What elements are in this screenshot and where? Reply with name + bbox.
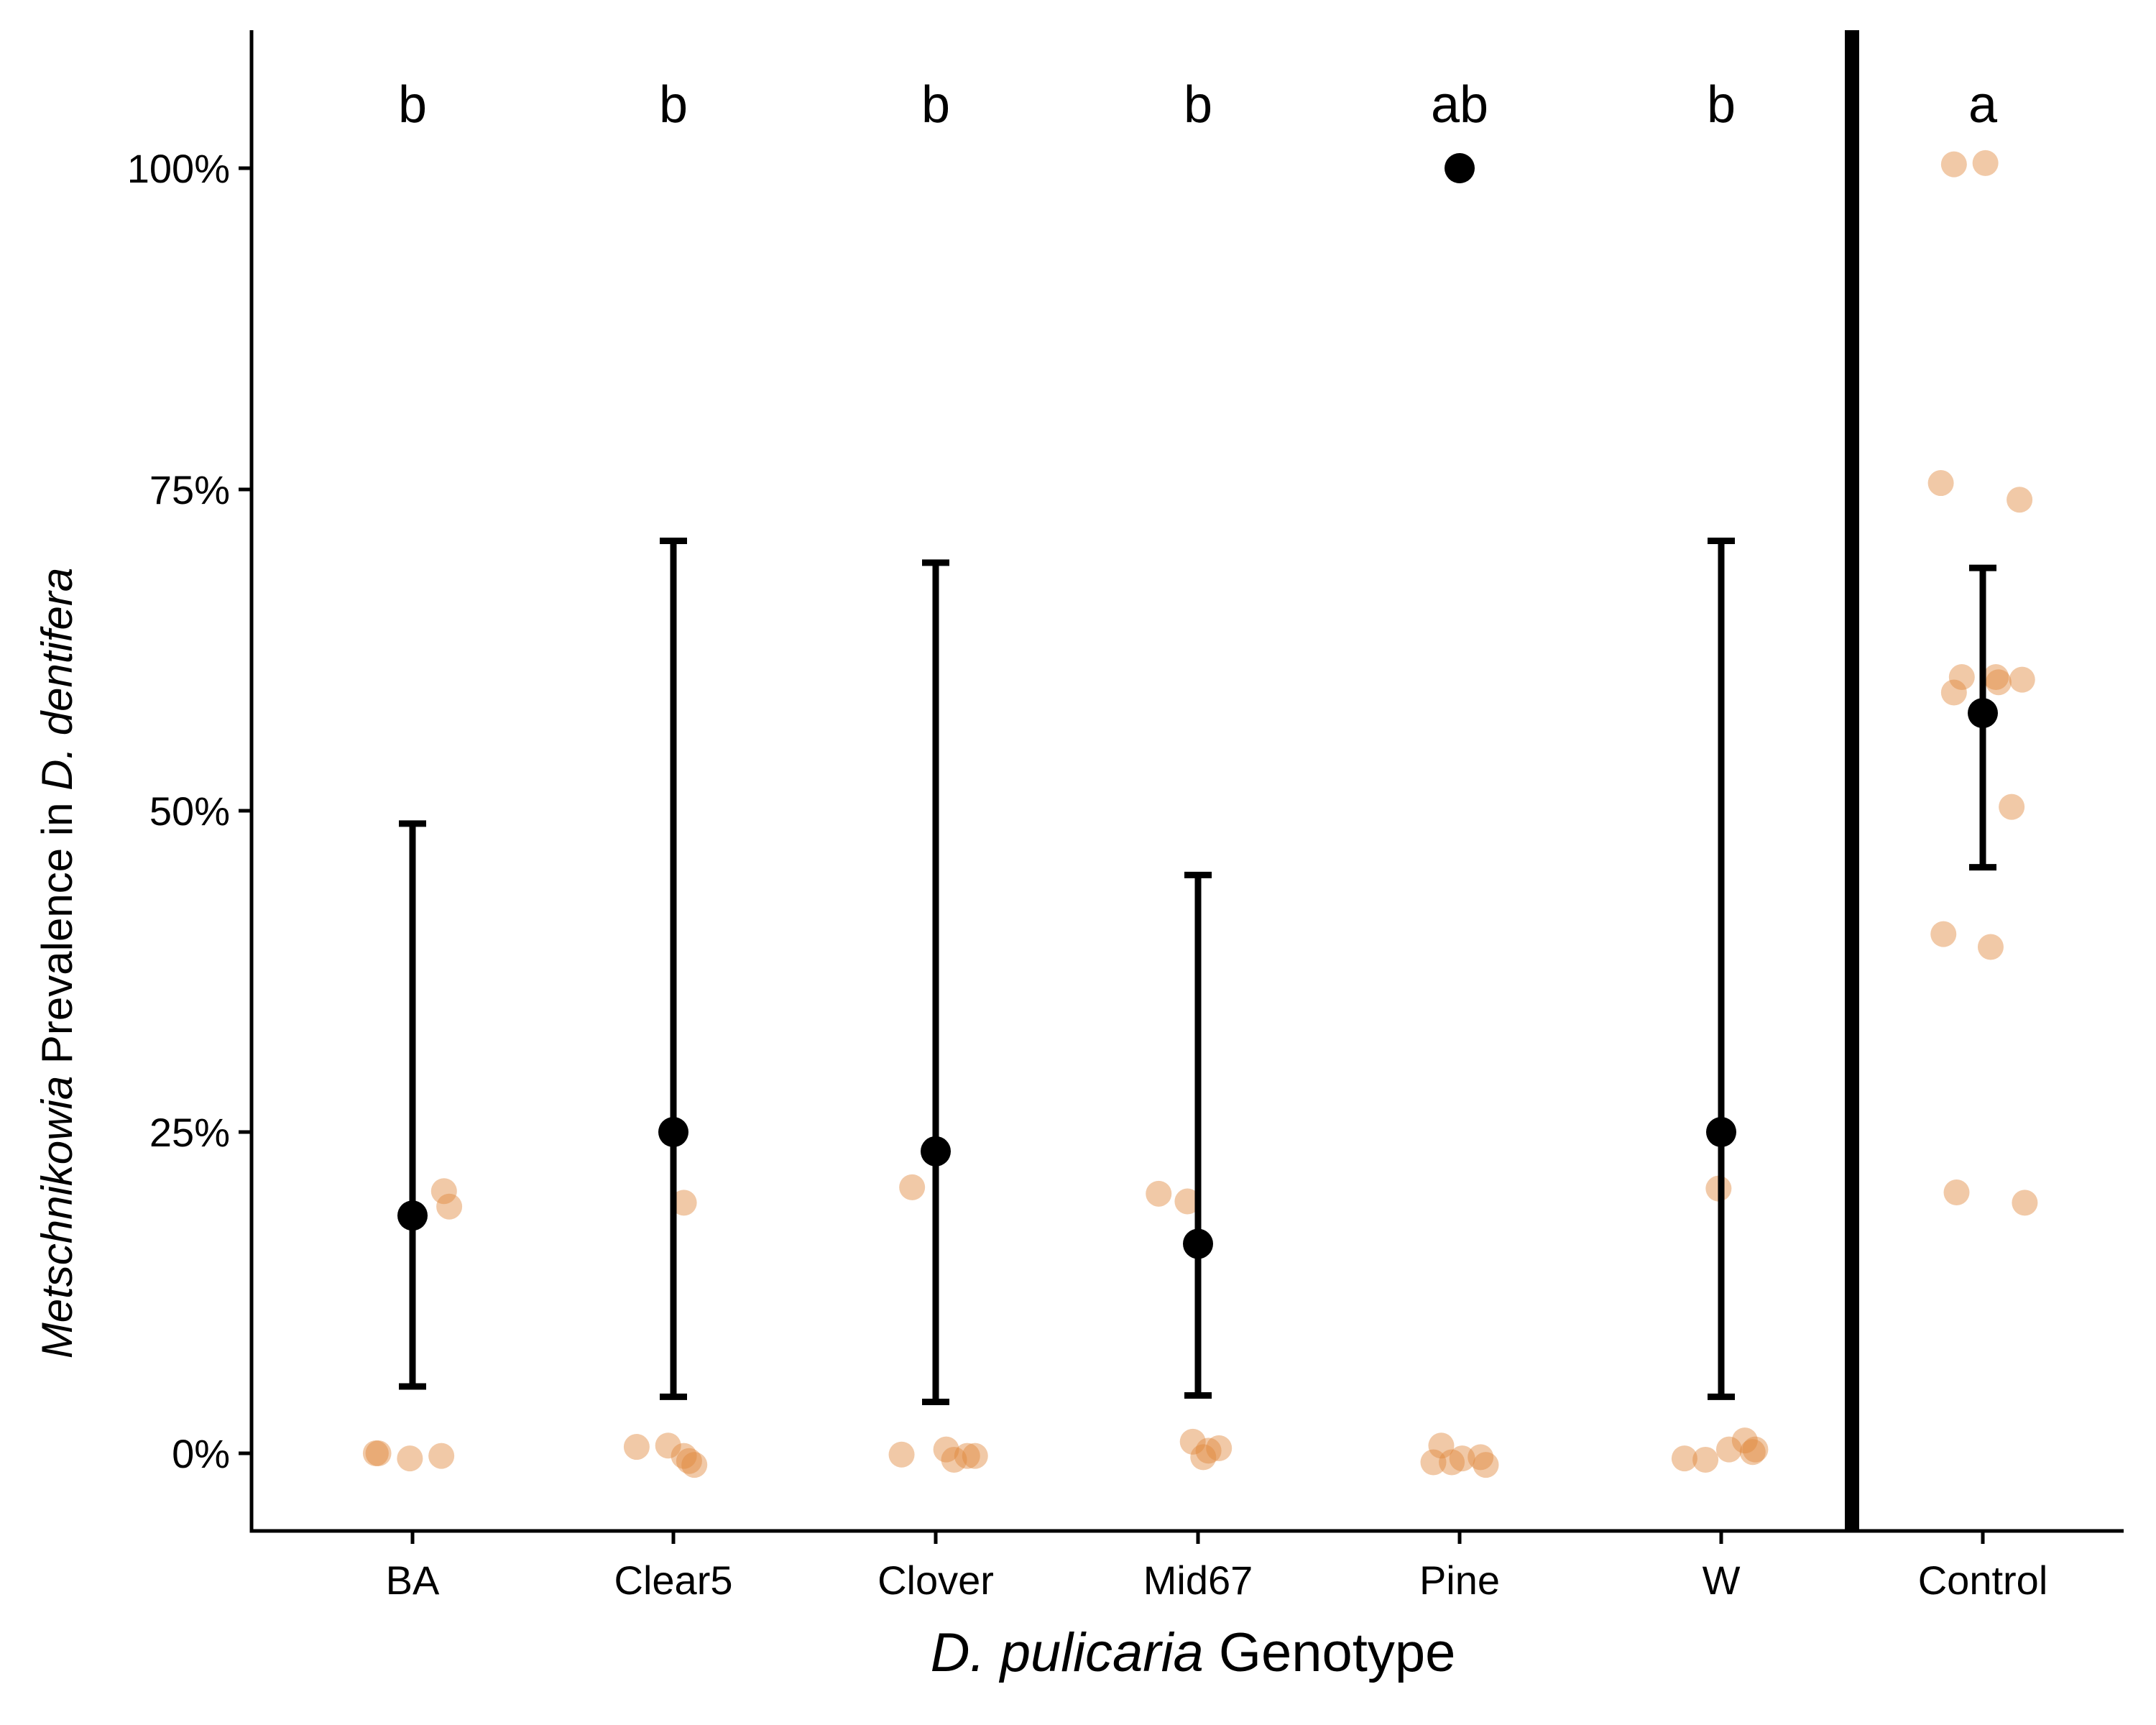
raw-point-clover [962, 1443, 988, 1469]
group-letter-pine: ab [1431, 76, 1488, 134]
raw-point-mid67 [1206, 1435, 1233, 1461]
raw-point-w [1692, 1446, 1719, 1473]
raw-point-control [2007, 487, 2033, 513]
mean-points-layer [397, 153, 1998, 1259]
y-axis-title: Metschnikowia Prevalence in D. dentifera [33, 568, 81, 1359]
y-axis-title-genus: Metschnikowia [33, 1076, 81, 1359]
raw-point-control [1977, 934, 2004, 960]
y-tick-label: 25% [149, 1110, 230, 1155]
raw-point-ba [397, 1445, 423, 1472]
raw-point-control [1943, 1179, 1970, 1206]
y-axis-title-middle: Prevalence in [33, 791, 81, 1076]
raw-point-mid67 [1190, 1444, 1217, 1471]
raw-point-clear5 [623, 1434, 650, 1460]
group-letter-control: a [1968, 76, 1998, 134]
y-tick-label: 50% [149, 788, 230, 834]
raw-point-clear5 [676, 1448, 702, 1474]
error-bars-layer [399, 538, 1996, 1405]
x-tick-label-mid67: Mid67 [1143, 1558, 1253, 1603]
raw-point-ba [362, 1440, 389, 1466]
x-tick-label-control: Control [1918, 1558, 2048, 1603]
mean-point-clover [921, 1136, 951, 1167]
mean-point-ba [397, 1200, 428, 1231]
raw-point-w [1739, 1439, 1766, 1466]
raw-point-w [1731, 1427, 1758, 1454]
x-tick-label-pine: Pine [1419, 1558, 1500, 1603]
x-tick-label-ba: BA [386, 1558, 440, 1603]
group-letter-mid67: b [1184, 76, 1212, 134]
mean-point-w [1706, 1117, 1736, 1147]
raw-point-pine [1420, 1449, 1447, 1476]
raw-point-ba [428, 1443, 455, 1469]
raw-point-clear5 [671, 1190, 697, 1216]
raw-point-clover [954, 1443, 980, 1469]
raw-point-pine [1473, 1452, 1499, 1478]
raw-point-clover [888, 1441, 915, 1468]
raw-point-clover [899, 1174, 926, 1200]
raw-point-control [1972, 150, 1999, 176]
raw-point-control [1927, 470, 1954, 497]
x-tick-label-clear5: Clear5 [614, 1558, 733, 1603]
y-tick-label: 100% [127, 146, 230, 191]
raw-point-control [1948, 664, 1975, 691]
raw-point-clover [941, 1446, 967, 1473]
raw-point-mid67 [1174, 1188, 1201, 1215]
mean-point-mid67 [1183, 1228, 1213, 1259]
raw-point-control [1999, 794, 2025, 820]
raw-point-control [2009, 666, 2035, 693]
x-axis-title: D. pulicaria Genotype [931, 1622, 1456, 1683]
raw-point-mid67 [1179, 1428, 1206, 1455]
x-tick-label-w: W [1703, 1558, 1741, 1603]
raw-point-clear5 [655, 1432, 681, 1459]
group-letters-layer: b b b b ab b a [398, 76, 1998, 134]
raw-point-mid67 [1195, 1438, 1222, 1464]
raw-point-control [1983, 664, 2009, 691]
raw-point-control [1930, 921, 1957, 947]
group-letter-clover: b [921, 76, 950, 134]
mean-point-clear5 [658, 1117, 688, 1147]
raw-point-pine [1439, 1449, 1465, 1476]
raw-point-control [1940, 679, 1967, 706]
raw-point-clear5 [681, 1452, 708, 1478]
raw-point-w [1715, 1436, 1742, 1463]
raw-point-control [2012, 1190, 2038, 1216]
raw-point-mid67 [1146, 1180, 1172, 1207]
x-axis-title-italic: D. pulicaria [931, 1622, 1204, 1683]
y-axis-title-species: D. dentifera [33, 568, 81, 791]
x-ticks: BA Clear5 Clover Mid67 Pine W Control [386, 1531, 2048, 1603]
raw-point-ba [365, 1440, 392, 1466]
x-tick-label-clover: Clover [877, 1558, 994, 1603]
group-letter-ba: b [398, 76, 427, 134]
mean-point-control [1968, 698, 1998, 729]
raw-point-clover [933, 1436, 959, 1463]
raw-point-pine [1468, 1444, 1494, 1471]
raw-point-pine [1428, 1432, 1455, 1459]
group-letter-clear5: b [659, 76, 688, 134]
raw-point-ba [430, 1178, 457, 1205]
y-tick-label: 0% [172, 1431, 230, 1476]
raw-point-ba [436, 1193, 463, 1220]
raw-point-w [1671, 1445, 1697, 1472]
x-axis-title-rest: Genotype [1204, 1622, 1456, 1683]
mean-point-pine [1445, 153, 1475, 183]
raw-point-pine [1449, 1445, 1475, 1472]
raw-point-w [1742, 1436, 1769, 1463]
y-tick-label: 75% [149, 467, 230, 512]
y-ticks: 0% 25% 50% 75% 100% [127, 146, 252, 1476]
raw-point-control [1940, 151, 1967, 178]
group-letter-w: b [1707, 76, 1736, 134]
raw-point-control [1985, 669, 2012, 696]
raw-point-clear5 [671, 1443, 697, 1469]
